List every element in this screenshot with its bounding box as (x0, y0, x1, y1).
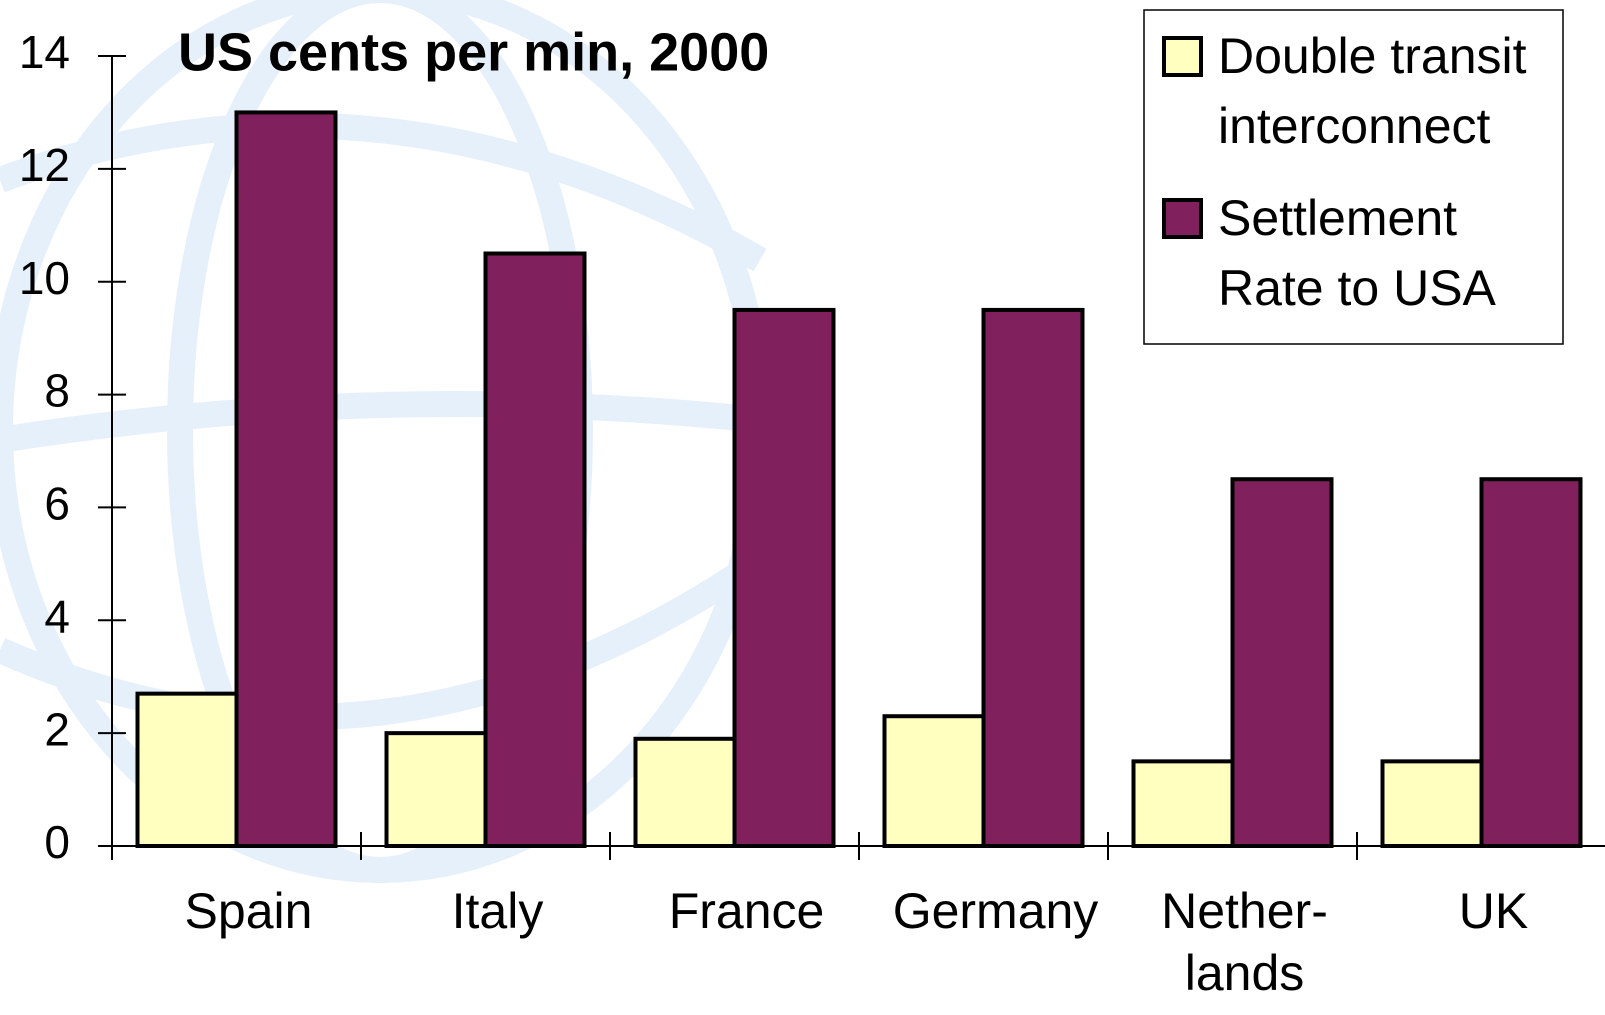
bar (882, 714, 986, 849)
x-tick-label: Nether-lands (1161, 883, 1328, 1001)
y-tick-label: 12 (19, 139, 70, 191)
legend-swatch (1162, 198, 1203, 239)
y-tick-label: 4 (44, 590, 70, 642)
legend-swatch (1162, 36, 1203, 77)
legend-label: Settlement Rate to USA (1218, 190, 1497, 316)
bar (135, 691, 239, 849)
chart-title: US cents per min, 2000 (178, 22, 769, 82)
x-tick-label: Spain (185, 883, 313, 939)
x-tick-label: UK (1459, 883, 1528, 939)
bar (1230, 477, 1334, 848)
legend-box (1143, 9, 1564, 345)
y-tick-label: 14 (19, 26, 70, 78)
x-tick-label: France (669, 883, 825, 939)
bar (633, 736, 737, 848)
y-tick-label: 6 (44, 478, 70, 530)
y-tick-label: 10 (19, 252, 70, 304)
bar (234, 110, 338, 848)
bar (732, 307, 836, 848)
bar (1131, 759, 1235, 848)
legend-label: Double transit interconnect (1218, 28, 1527, 154)
x-tick-label: Germany (893, 883, 1099, 939)
bar (483, 251, 587, 848)
x-tick-label: Italy (452, 883, 544, 939)
bar (981, 307, 1085, 848)
y-tick-label: 8 (44, 365, 70, 417)
bar (1380, 759, 1484, 848)
bar (1479, 477, 1583, 848)
bar (384, 731, 488, 849)
y-tick-label: 2 (44, 703, 70, 755)
y-tick-label: 0 (44, 816, 70, 868)
